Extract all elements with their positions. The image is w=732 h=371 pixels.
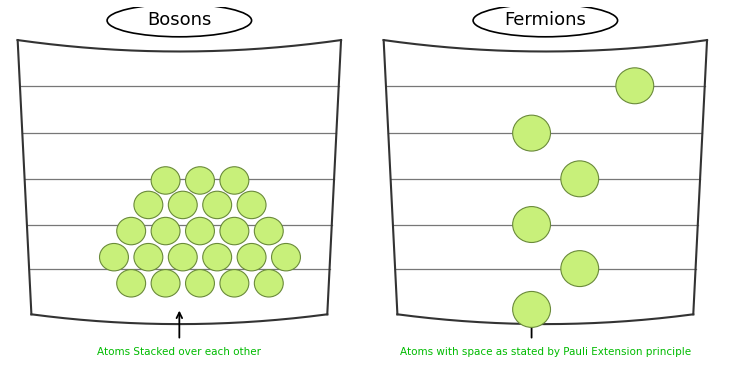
Circle shape (220, 217, 249, 245)
Circle shape (254, 217, 283, 245)
Circle shape (616, 68, 654, 104)
Circle shape (561, 251, 599, 286)
Circle shape (561, 161, 599, 197)
Circle shape (134, 243, 163, 271)
Circle shape (220, 270, 249, 297)
Circle shape (220, 167, 249, 194)
Circle shape (116, 270, 146, 297)
Circle shape (237, 243, 266, 271)
Circle shape (151, 217, 180, 245)
Circle shape (116, 217, 146, 245)
Circle shape (168, 191, 197, 219)
Circle shape (203, 191, 231, 219)
Circle shape (254, 270, 283, 297)
Circle shape (134, 191, 163, 219)
Text: Fermions: Fermions (504, 12, 586, 29)
Ellipse shape (473, 4, 618, 37)
Circle shape (203, 243, 231, 271)
Text: Atoms Stacked over each other: Atoms Stacked over each other (97, 347, 261, 357)
Circle shape (272, 243, 300, 271)
Circle shape (100, 243, 128, 271)
Ellipse shape (107, 4, 252, 37)
Circle shape (185, 270, 214, 297)
Circle shape (237, 191, 266, 219)
Circle shape (151, 270, 180, 297)
Circle shape (512, 292, 550, 327)
Circle shape (512, 115, 550, 151)
Text: Atoms with space as stated by Pauli Extension principle: Atoms with space as stated by Pauli Exte… (400, 347, 691, 357)
Circle shape (151, 167, 180, 194)
Text: Bosons: Bosons (147, 12, 212, 29)
Circle shape (185, 217, 214, 245)
Circle shape (512, 207, 550, 243)
Circle shape (185, 167, 214, 194)
Circle shape (168, 243, 197, 271)
